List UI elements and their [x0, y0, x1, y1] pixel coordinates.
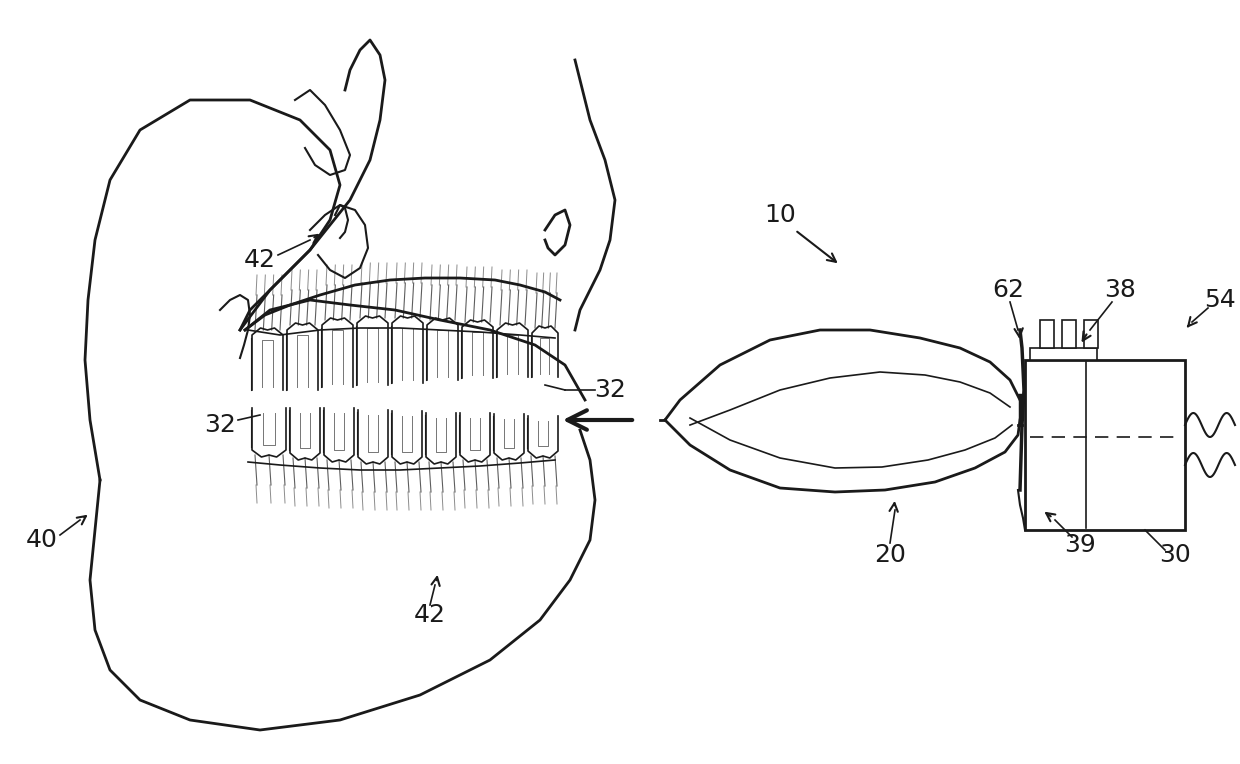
Bar [1025, 360, 1185, 530]
Bar [1061, 320, 1076, 348]
Text: 32: 32 [205, 413, 236, 437]
Text: 42: 42 [244, 248, 277, 272]
Bar [1084, 320, 1097, 348]
Bar [1040, 320, 1054, 348]
Text: 54: 54 [1204, 288, 1236, 312]
Text: 39: 39 [1064, 533, 1096, 557]
Text: 62: 62 [992, 278, 1024, 302]
Text: 20: 20 [874, 543, 906, 567]
Text: 38: 38 [1104, 278, 1136, 302]
Text: 32: 32 [594, 378, 626, 402]
Text: 42: 42 [414, 603, 446, 627]
Text: 10: 10 [764, 203, 796, 227]
Text: 40: 40 [26, 528, 58, 552]
Bar [1030, 348, 1097, 360]
Text: 30: 30 [1159, 543, 1190, 567]
